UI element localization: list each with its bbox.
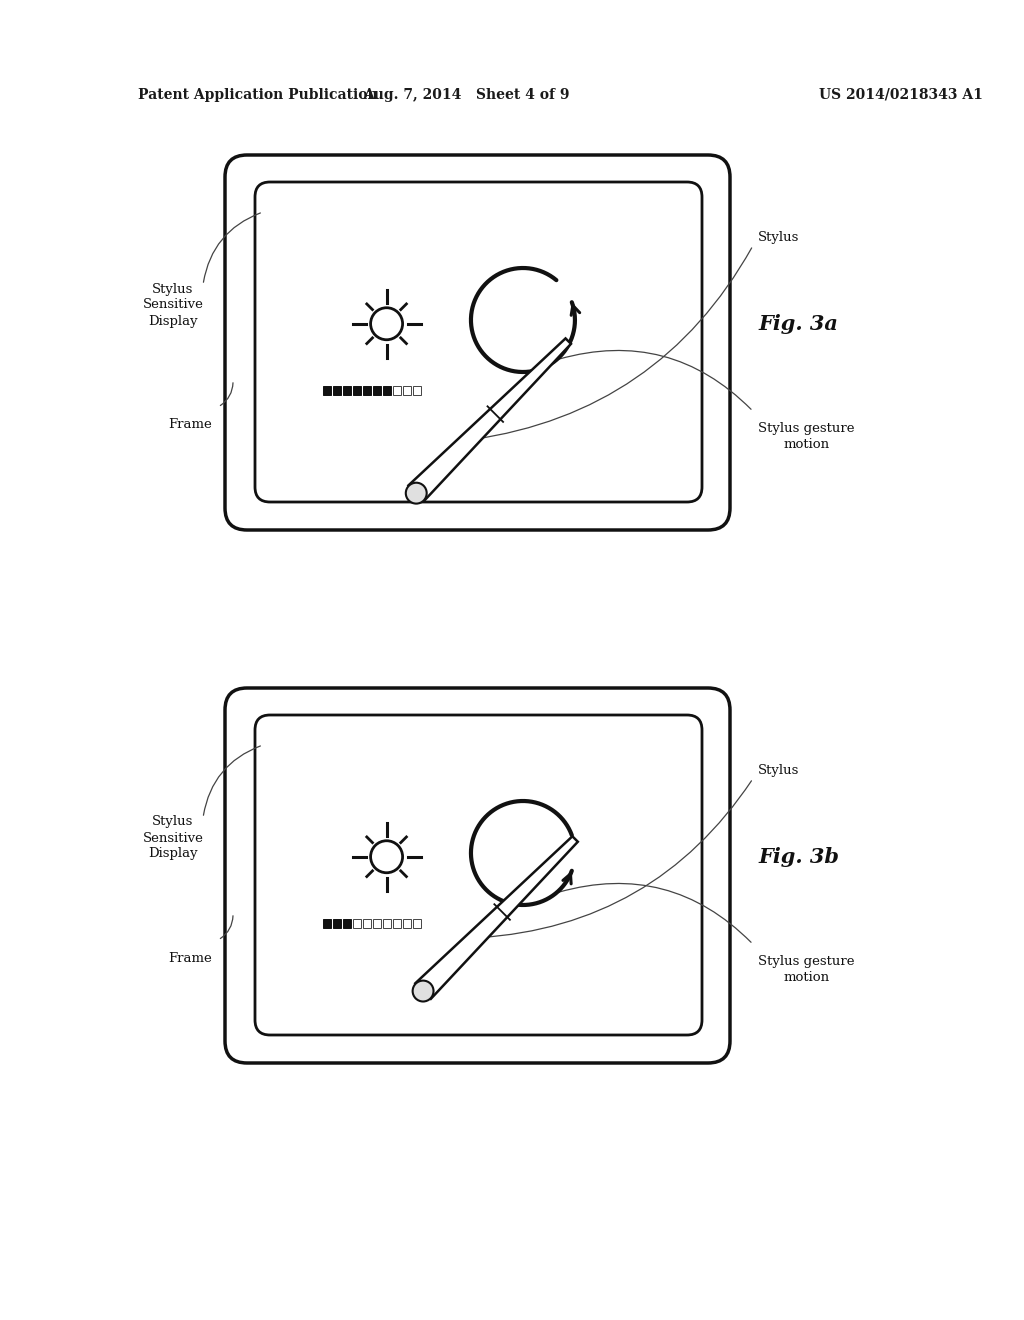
Bar [374,919,382,928]
Bar [334,385,341,395]
Text: Stylus
Sensitive
Display: Stylus Sensitive Display [142,816,204,861]
Bar [403,385,412,395]
Bar [364,919,372,928]
Text: Stylus
Sensitive
Display: Stylus Sensitive Display [142,282,204,327]
Bar [353,919,361,928]
Text: US 2014/0218343 A1: US 2014/0218343 A1 [819,88,983,102]
Bar [324,919,332,928]
Text: Frame: Frame [168,418,212,432]
Bar [414,385,422,395]
FancyBboxPatch shape [255,715,702,1035]
Circle shape [406,483,427,504]
Text: Fig. 3a: Fig. 3a [758,314,838,334]
Text: Patent Application Publication: Patent Application Publication [138,88,378,102]
Bar [353,385,361,395]
FancyBboxPatch shape [255,182,702,502]
Bar [383,919,391,928]
Bar [343,385,351,395]
Bar [324,385,332,395]
Bar [374,385,382,395]
Text: Fig. 3b: Fig. 3b [758,846,839,867]
Text: Frame: Frame [168,952,212,965]
Bar [334,919,341,928]
Text: Stylus gesture
motion: Stylus gesture motion [758,422,854,450]
Polygon shape [409,338,571,500]
Bar [364,385,372,395]
Bar [383,385,391,395]
Bar [403,919,412,928]
Bar [414,919,422,928]
Bar [393,385,401,395]
Text: Aug. 7, 2014   Sheet 4 of 9: Aug. 7, 2014 Sheet 4 of 9 [362,88,569,102]
Text: Stylus: Stylus [758,764,800,777]
Bar [343,919,351,928]
FancyBboxPatch shape [225,154,730,531]
Circle shape [413,981,433,1002]
Polygon shape [416,837,578,999]
Text: Stylus: Stylus [758,231,800,244]
Text: Stylus gesture
motion: Stylus gesture motion [758,954,854,983]
Bar [393,919,401,928]
FancyBboxPatch shape [225,688,730,1063]
